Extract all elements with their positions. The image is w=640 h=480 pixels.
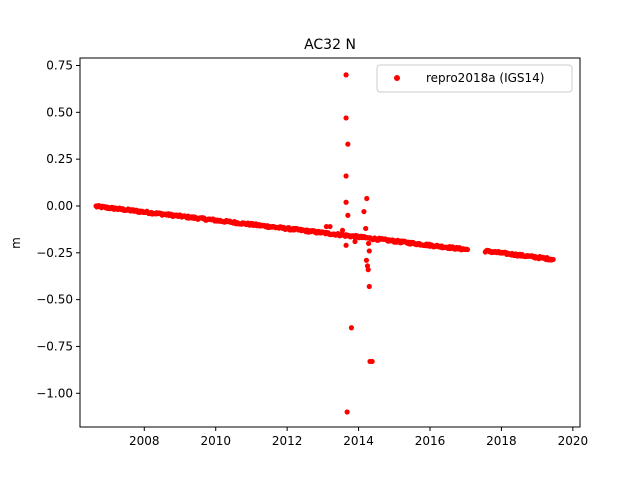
data-point: [345, 141, 351, 147]
data-point: [365, 240, 372, 247]
data-point: [363, 257, 370, 263]
y-tick-label: 0.75: [46, 58, 73, 72]
y-tick-label: −1.00: [36, 386, 73, 400]
data-point: [343, 199, 349, 205]
data-point: [343, 115, 349, 121]
legend-box: [376, 64, 573, 93]
y-tick-label: −0.50: [36, 293, 73, 307]
data-points: [93, 72, 556, 415]
chart-title: AC32 N: [304, 37, 356, 53]
legend-label: repro2018a (IGS14): [426, 71, 544, 85]
x-tick-label: 2020: [558, 434, 589, 448]
y-axis-label: m: [9, 237, 23, 249]
x-tick-label: 2016: [415, 434, 446, 448]
plot-frame: [79, 57, 581, 428]
y-tick-label: 0.50: [46, 105, 73, 119]
data-point: [363, 225, 369, 232]
data-point: [365, 267, 371, 273]
data-point: [345, 212, 351, 218]
data-point: [339, 227, 346, 233]
x-tick-label: 2008: [129, 434, 160, 448]
x-tick-label: 2014: [343, 434, 374, 448]
x-axis: 2008 2010 2012 2014 2016 2018 2020: [129, 427, 588, 448]
x-tick-label: 2012: [272, 434, 303, 448]
data-point: [348, 325, 355, 331]
legend-marker: [394, 75, 400, 81]
data-point: [366, 283, 372, 290]
data-point: [344, 409, 350, 415]
data-point: [369, 358, 375, 365]
data-point: [366, 248, 372, 254]
legend: repro2018a (IGS14): [376, 64, 573, 93]
data-point: [343, 72, 349, 78]
data-point: [323, 223, 330, 230]
y-tick-label: −0.25: [36, 246, 73, 260]
y-axis: 0.75 0.50 0.25 0.00 −0.25 −0.50 −0.75 −1.00: [36, 58, 80, 400]
y-tick-label: 0.25: [46, 152, 73, 166]
data-point: [361, 208, 367, 215]
data-point: [352, 238, 358, 245]
data-point: [327, 223, 333, 230]
data-point: [364, 195, 370, 202]
x-tick-label: 2010: [200, 434, 231, 448]
x-tick-label: 2018: [486, 434, 517, 448]
y-tick-label: 0.00: [46, 199, 73, 213]
data-point: [343, 173, 349, 179]
data-point: [464, 246, 471, 253]
data-point: [343, 242, 349, 248]
data-point: [550, 256, 556, 263]
y-tick-label: −0.75: [36, 339, 73, 353]
